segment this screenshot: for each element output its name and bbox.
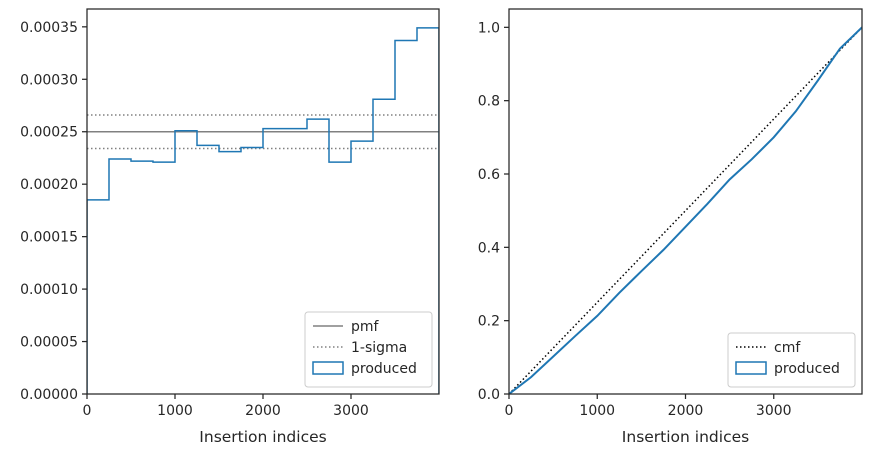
legend-swatch (312, 361, 344, 375)
legend: cmf produced (727, 332, 856, 388)
legend-item-pmf: pmf (313, 319, 380, 335)
y-tick-label: 0.00010 (20, 282, 78, 298)
legend: pmf 1-sigma produced (304, 311, 433, 388)
y-tick-label: 0.4 (478, 240, 500, 256)
y-tick-label: 0.00015 (20, 230, 78, 246)
x-tick-label: 2000 (245, 403, 281, 419)
legend-label: cmf (774, 340, 801, 356)
series-line-cmf (509, 26, 862, 394)
chart-panel-1: 0 1000 2000 3000 0.00000 0.00005 0.00010 0.0001… (20, 8, 440, 446)
plot-data (87, 27, 439, 394)
legend-item-cmf: cmf (736, 340, 801, 356)
plot-area (509, 9, 862, 394)
series-line-produced (509, 26, 862, 394)
legend-label: 1-sigma (351, 340, 407, 356)
legend-box (304, 311, 433, 388)
y-tick-label: 1.0 (478, 20, 500, 36)
x-tick-label: 0 (505, 403, 514, 419)
y-tick-label: 0.00035 (20, 20, 78, 36)
legend-item-produced: produced (735, 361, 840, 377)
x-tick-label: 1000 (157, 403, 193, 419)
x-tick-label: 1000 (579, 403, 615, 419)
legend-label: produced (351, 361, 417, 377)
y-tick-label: 0.00020 (20, 177, 78, 193)
y-tick-label: 0.2 (478, 314, 500, 330)
histogram-step-produced (87, 27, 439, 394)
x-tick-label: 2000 (668, 403, 704, 419)
y-tick-label: 0.8 (478, 94, 500, 110)
legend-label: pmf (351, 319, 380, 335)
x-tick-label: 3000 (333, 403, 369, 419)
x-axis-label: Insertion indices (622, 428, 749, 446)
x-tick-label: 0 (83, 403, 92, 419)
legend-label: produced (774, 361, 840, 377)
y-tick-label: 0.00000 (20, 387, 78, 403)
legend-swatch (735, 361, 767, 375)
y-tick-label: 0.6 (478, 167, 500, 183)
x-axis-label: Insertion indices (199, 428, 326, 446)
y-tick-label: 0.00005 (20, 335, 78, 351)
legend-item-1-sigma: 1-sigma (313, 340, 407, 356)
y-tick-label: 0.0 (478, 387, 500, 403)
legend-item-produced: produced (312, 361, 417, 377)
x-tick-label: 3000 (756, 403, 792, 419)
y-tick-label: 0.00030 (20, 72, 78, 88)
y-tick-label: 0.00025 (20, 125, 78, 141)
chart-panel-2: 0 1000 2000 3000 0.0 0.2 0.4 0.6 0.8 1.0 Insertion… (478, 8, 863, 446)
plot-data (509, 26, 862, 394)
